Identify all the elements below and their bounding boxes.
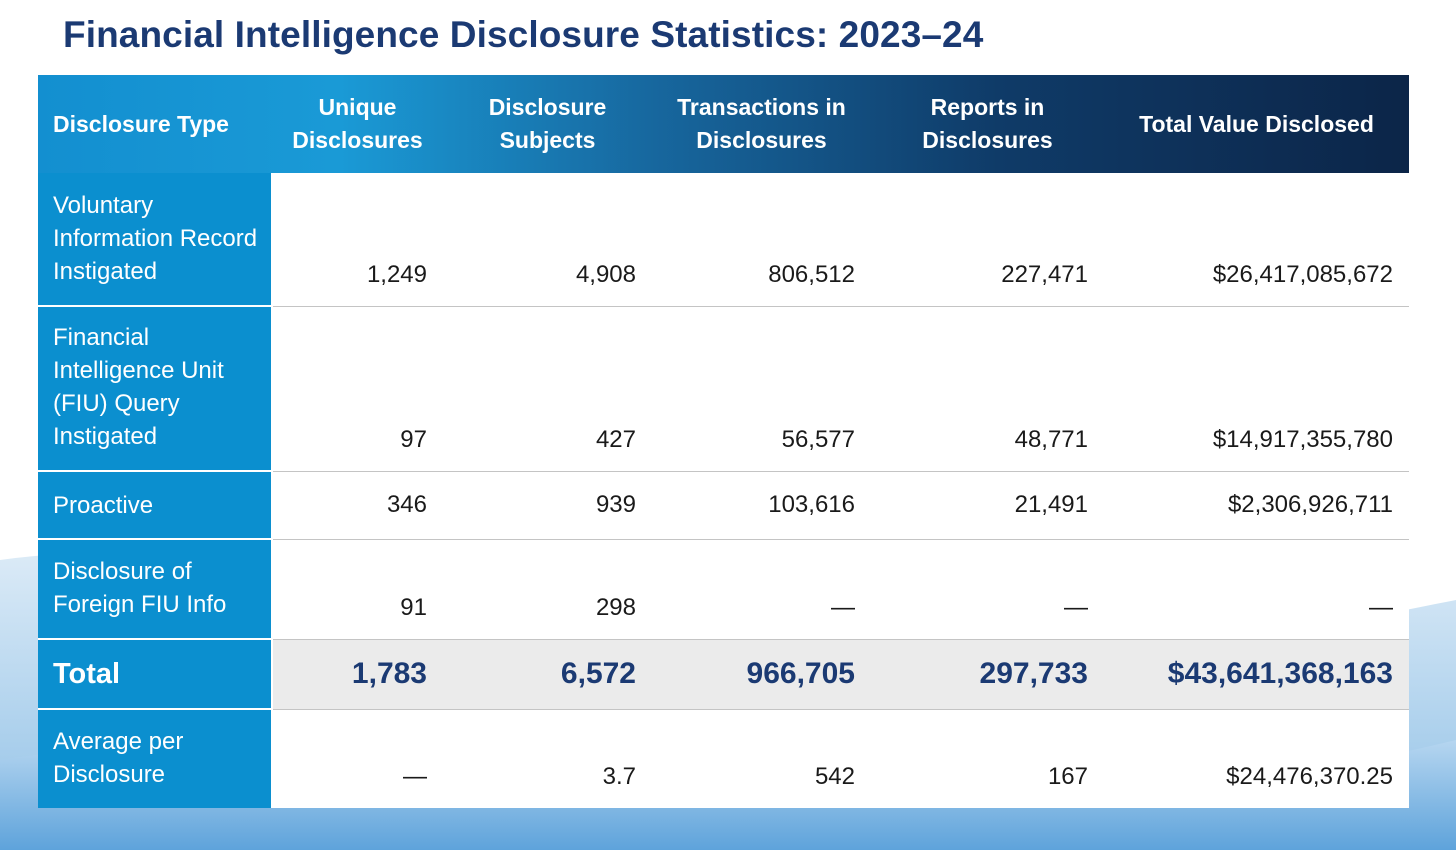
cell-unique-disclosures: 346 (272, 471, 443, 540)
cell-transactions: — (652, 539, 871, 640)
total-row: Total 1,783 6,572 966,705 297,733 $43,64… (38, 639, 1409, 710)
cell-unique-disclosures: 97 (272, 306, 443, 472)
cell-disclosure-subjects: 3.7 (443, 709, 652, 808)
header-disclosure-type: Disclosure Type (53, 110, 229, 137)
average-row: Average per Disclosure — 3.7 542 167 $24… (38, 709, 1409, 808)
row-label: Disclosure of Foreign FIU Info (38, 539, 273, 640)
row-label: Proactive (38, 471, 273, 540)
cell-transactions: 56,577 (652, 306, 871, 472)
table-row: Proactive 346 939 103,616 21,491 $2,306,… (38, 471, 1409, 540)
row-label: Voluntary Information Record Instigated (38, 173, 273, 307)
header-disclosure-subjects: Disclosure Subjects (488, 94, 607, 153)
cell-reports: 21,491 (871, 471, 1104, 540)
cell-total-value: $26,417,085,672 (1104, 173, 1409, 307)
disclosure-statistics-table: Disclosure Type Unique Disclosures Discl… (38, 75, 1409, 808)
header-reports: Reports in Disclosures (922, 94, 1053, 153)
row-label: Average per Disclosure (38, 709, 273, 808)
cell-reports: 167 (871, 709, 1104, 808)
row-label: Total (38, 639, 273, 710)
cell-disclosure-subjects: 298 (443, 539, 652, 640)
header-total-value: Total Value Disclosed (1139, 110, 1374, 137)
cell-disclosure-subjects: 4,908 (443, 173, 652, 307)
page-title: Financial Intelligence Disclosure Statis… (63, 14, 984, 55)
table-row: Financial Intelligence Unit (FIU) Query … (38, 306, 1409, 472)
cell-transactions: 966,705 (652, 639, 871, 710)
cell-reports: 227,471 (871, 173, 1104, 307)
cell-unique-disclosures: 1,783 (272, 639, 443, 710)
row-label: Financial Intelligence Unit (FIU) Query … (38, 306, 273, 472)
header-unique-disclosures: Unique Disclosures (292, 94, 423, 153)
cell-transactions: 103,616 (652, 471, 871, 540)
cell-total-value: $2,306,926,711 (1104, 471, 1409, 540)
cell-transactions: 542 (652, 709, 871, 808)
cell-reports: — (871, 539, 1104, 640)
cell-reports: 48,771 (871, 306, 1104, 472)
cell-total-value: $43,641,368,163 (1104, 639, 1409, 710)
header-row: Disclosure Type Unique Disclosures Discl… (38, 75, 1409, 173)
cell-disclosure-subjects: 427 (443, 306, 652, 472)
cell-unique-disclosures: 1,249 (272, 173, 443, 307)
cell-disclosure-subjects: 6,572 (443, 639, 652, 710)
cell-disclosure-subjects: 939 (443, 471, 652, 540)
cell-unique-disclosures: — (272, 709, 443, 808)
cell-total-value: $24,476,370.25 (1104, 709, 1409, 808)
table-row: Disclosure of Foreign FIU Info 91 298 — … (38, 539, 1409, 640)
table-row: Voluntary Information Record Instigated … (38, 173, 1409, 307)
cell-transactions: 806,512 (652, 173, 871, 307)
cell-unique-disclosures: 91 (272, 539, 443, 640)
cell-total-value: $14,917,355,780 (1104, 306, 1409, 472)
header-transactions: Transactions in Disclosures (677, 94, 846, 153)
cell-reports: 297,733 (871, 639, 1104, 710)
cell-total-value: — (1104, 539, 1409, 640)
